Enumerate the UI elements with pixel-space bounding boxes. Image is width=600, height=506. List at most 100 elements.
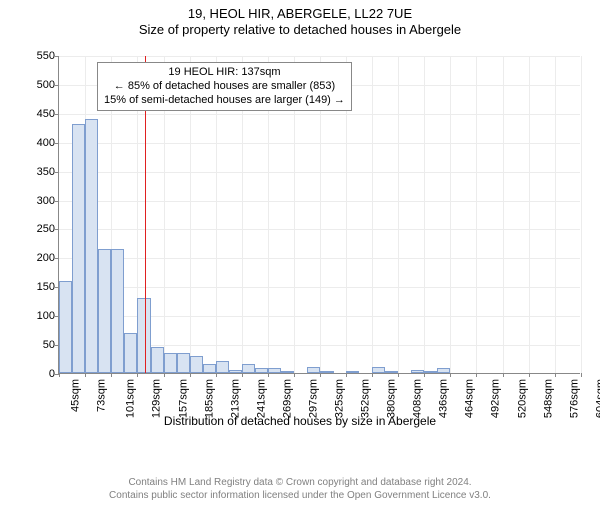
histogram-bar	[372, 367, 385, 373]
x-tick-label: 241sqm	[256, 379, 268, 418]
x-tick-mark	[216, 373, 217, 377]
grid-line-v	[555, 56, 556, 373]
x-tick-label: 352sqm	[359, 379, 371, 418]
histogram-bar	[177, 353, 190, 373]
x-tick-mark	[372, 373, 373, 377]
histogram-bar	[255, 368, 268, 373]
annotation-line-3: 15% of semi-detached houses are larger (…	[104, 94, 345, 108]
x-tick-label: 520sqm	[516, 379, 528, 418]
x-tick-mark	[450, 373, 451, 377]
x-tick-mark	[85, 373, 86, 377]
grid-line-v	[503, 56, 504, 373]
y-tick-label: 200	[37, 252, 55, 264]
grid-line-v	[450, 56, 451, 373]
x-tick-mark	[111, 373, 112, 377]
x-tick-label: 464sqm	[464, 379, 476, 418]
y-tick-label: 50	[43, 339, 55, 351]
x-tick-mark	[268, 373, 269, 377]
x-tick-label: 45sqm	[70, 379, 82, 412]
x-tick-label: 325sqm	[334, 379, 346, 418]
x-tick-label: 269sqm	[282, 379, 294, 418]
y-tick-label: 400	[37, 137, 55, 149]
histogram-bar	[59, 281, 72, 374]
x-tick-mark	[190, 373, 191, 377]
grid-line-v	[529, 56, 530, 373]
x-tick-label: 436sqm	[438, 379, 450, 418]
histogram-bar	[307, 367, 320, 373]
histogram-bar	[385, 371, 398, 373]
x-tick-mark	[59, 373, 60, 377]
footer-attribution: Contains HM Land Registry data © Crown c…	[0, 476, 600, 502]
x-tick-label: 548sqm	[542, 379, 554, 418]
footer-line-2: Contains public sector information licen…	[0, 489, 600, 502]
grid-line-v	[581, 56, 582, 373]
x-tick-mark	[137, 373, 138, 377]
reference-annotation: 19 HEOL HIR: 137sqm ← 85% of detached ho…	[97, 62, 352, 111]
y-tick-label: 150	[37, 281, 55, 293]
x-tick-mark	[424, 373, 425, 377]
grid-line-v	[476, 56, 477, 373]
histogram-bar	[346, 371, 359, 373]
y-tick-mark	[55, 143, 59, 144]
histogram-bar	[320, 371, 333, 373]
grid-line-v	[424, 56, 425, 373]
plot-area: 05010015020025030035040045050055045sqm73…	[58, 56, 580, 374]
x-tick-label: 129sqm	[151, 379, 163, 418]
x-tick-mark	[346, 373, 347, 377]
histogram-bar	[281, 371, 294, 373]
y-tick-mark	[55, 56, 59, 57]
histogram-bar	[424, 371, 437, 373]
histogram-bar	[98, 249, 111, 373]
footer-line-1: Contains HM Land Registry data © Crown c…	[0, 476, 600, 489]
y-tick-mark	[55, 201, 59, 202]
y-tick-label: 550	[37, 50, 55, 62]
x-tick-mark	[555, 373, 556, 377]
histogram-bar	[190, 356, 203, 373]
x-tick-label: 185sqm	[203, 379, 215, 418]
histogram-bar	[151, 347, 164, 373]
annotation-line-1: 19 HEOL HIR: 137sqm	[104, 66, 345, 80]
x-tick-label: 297sqm	[308, 379, 320, 418]
x-tick-mark	[503, 373, 504, 377]
y-tick-label: 500	[37, 79, 55, 91]
x-tick-label: 73sqm	[96, 379, 108, 412]
histogram-bar	[124, 333, 137, 373]
y-tick-label: 300	[37, 195, 55, 207]
x-tick-label: 576sqm	[568, 379, 580, 418]
x-tick-mark	[294, 373, 295, 377]
x-tick-label: 492sqm	[490, 379, 502, 418]
histogram-bar	[203, 364, 216, 373]
y-tick-label: 250	[37, 223, 55, 235]
x-tick-label: 380sqm	[385, 379, 397, 418]
grid-line-v	[398, 56, 399, 373]
histogram-bar	[229, 370, 242, 373]
histogram-bar	[411, 370, 424, 373]
annotation-line-2: ← 85% of detached houses are smaller (85…	[104, 80, 345, 94]
y-tick-mark	[55, 85, 59, 86]
x-tick-mark	[242, 373, 243, 377]
x-tick-label: 408sqm	[412, 379, 424, 418]
y-tick-mark	[55, 258, 59, 259]
histogram-bar	[72, 124, 85, 373]
histogram-bar	[242, 364, 255, 373]
histogram-bar	[111, 249, 124, 373]
histogram-bar	[268, 368, 281, 373]
x-tick-mark	[164, 373, 165, 377]
y-tick-mark	[55, 229, 59, 230]
x-tick-mark	[398, 373, 399, 377]
x-tick-label: 604sqm	[595, 379, 600, 418]
y-tick-label: 350	[37, 166, 55, 178]
page-title: 19, HEOL HIR, ABERGELE, LL22 7UE	[0, 6, 600, 21]
y-tick-mark	[55, 172, 59, 173]
x-tick-label: 213sqm	[229, 379, 241, 418]
x-tick-label: 101sqm	[125, 379, 137, 418]
grid-line-v	[372, 56, 373, 373]
y-tick-label: 100	[37, 310, 55, 322]
histogram-bar	[85, 119, 98, 373]
chart-container: Number of detached properties 0501001502…	[0, 50, 600, 430]
x-tick-mark	[320, 373, 321, 377]
y-tick-label: 0	[49, 368, 55, 380]
x-tick-label: 157sqm	[177, 379, 189, 418]
x-axis-label: Distribution of detached houses by size …	[0, 414, 600, 428]
x-tick-mark	[529, 373, 530, 377]
